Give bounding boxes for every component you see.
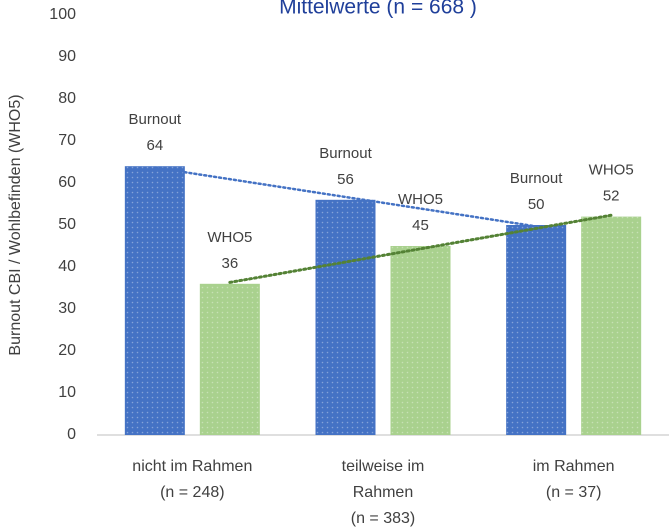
y-tick-label: 40 — [58, 258, 76, 275]
bar-pattern — [124, 166, 185, 435]
trendline — [228, 213, 613, 284]
data-label: 56 — [337, 171, 354, 188]
x-tick-label: im Rahmen (n = 37) — [533, 458, 615, 501]
data-label: 45 — [412, 217, 429, 234]
trendline — [153, 166, 538, 228]
bar-pattern — [506, 225, 567, 435]
y-tick-label: 50 — [58, 216, 76, 233]
data-label-name: Burnout — [510, 170, 563, 187]
y-tick-label: 100 — [49, 6, 76, 23]
bar-pattern — [581, 216, 642, 435]
data-label: 50 — [528, 196, 545, 213]
y-tick-label: 80 — [58, 90, 76, 107]
data-label: 64 — [146, 137, 163, 154]
bar-pattern — [199, 283, 260, 435]
bar-pattern — [315, 199, 376, 435]
y-tick-label: 70 — [58, 132, 76, 149]
data-label: 36 — [221, 255, 238, 272]
data-label-name: WHO5 — [398, 191, 443, 208]
x-tick-label: nicht im Rahmen (n = 248) — [132, 458, 252, 501]
bar-pattern — [390, 246, 451, 435]
y-tick-label: 10 — [58, 384, 76, 401]
data-label-name: WHO5 — [589, 162, 634, 179]
y-axis-label: Burnout CBI / Wohlbefinden (WHO5) — [7, 94, 24, 355]
data-label: 52 — [603, 188, 620, 205]
y-tick-label: 20 — [58, 342, 76, 359]
data-label-name: Burnout — [319, 145, 372, 162]
data-label-name: WHO5 — [207, 229, 252, 246]
y-tick-label: 90 — [58, 48, 76, 65]
y-tick-label: 30 — [58, 300, 76, 317]
chart-title: Mittelwerte (n = 668 ) — [279, 0, 477, 19]
y-tick-label: 60 — [58, 174, 76, 191]
y-tick-label: 0 — [67, 426, 76, 443]
x-tick-label: teilweise im Rahmen (n = 383) — [342, 458, 425, 527]
data-label-name: Burnout — [129, 111, 182, 128]
